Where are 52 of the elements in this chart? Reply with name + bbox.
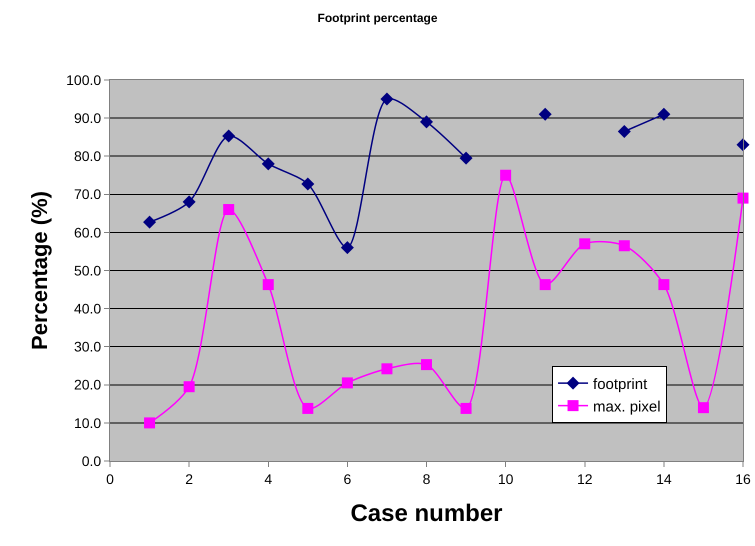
- y-tick-label: 30.0: [74, 338, 102, 355]
- y-tick-label: 80.0: [74, 148, 102, 164]
- y-tick-label: 20.0: [74, 376, 102, 393]
- x-tick-label: 16: [735, 470, 751, 487]
- x-tick-label: 4: [264, 470, 272, 487]
- point: [262, 157, 275, 170]
- point: [222, 130, 236, 143]
- point: [540, 279, 551, 290]
- point: [698, 402, 709, 414]
- y-axis-title: Percentage (%): [26, 191, 52, 350]
- y-tick-label: 90.0: [74, 110, 102, 126]
- point: [658, 279, 670, 290]
- point: [143, 216, 156, 229]
- x-tick-label: 8: [422, 470, 431, 487]
- point: [340, 241, 354, 254]
- point: [738, 192, 748, 204]
- point: [262, 279, 274, 290]
- y-tick-label: 50.0: [74, 262, 102, 278]
- point: [380, 92, 394, 106]
- x-tick-label: 6: [343, 470, 352, 487]
- point: [618, 240, 630, 252]
- point: [421, 359, 432, 370]
- point: [420, 115, 433, 128]
- x-tick-label: 12: [576, 470, 593, 487]
- y-tick-label: 40.0: [74, 300, 102, 316]
- y-tick-label: 100.0: [66, 72, 102, 88]
- x-tick-label: 2: [185, 470, 194, 487]
- point: [223, 204, 234, 216]
- point: [184, 381, 195, 392]
- chart-title: Footprint percentage: [317, 11, 438, 26]
- point: [500, 170, 512, 181]
- legend-label: max. pixel: [593, 398, 661, 416]
- y-tick-label: 70.0: [74, 186, 102, 202]
- x-tick-label: 10: [498, 470, 514, 487]
- point: [342, 377, 353, 388]
- y-tick-label: 60.0: [74, 224, 102, 240]
- point: [302, 402, 314, 414]
- y-tick-label: 0.0: [82, 452, 102, 469]
- point: [579, 238, 590, 250]
- point: [460, 402, 472, 414]
- x-tick-label: 14: [656, 470, 672, 487]
- point: [460, 152, 473, 165]
- point: [301, 178, 314, 191]
- x-axis-title: Case number: [350, 500, 503, 528]
- y-tick-label: 10.0: [74, 414, 102, 431]
- x-tick-label: 0: [106, 470, 114, 487]
- point: [736, 138, 750, 152]
- legend-label: footprint: [593, 376, 648, 393]
- point: [381, 363, 392, 374]
- point: [538, 108, 552, 121]
- point: [182, 195, 196, 208]
- point: [144, 417, 156, 428]
